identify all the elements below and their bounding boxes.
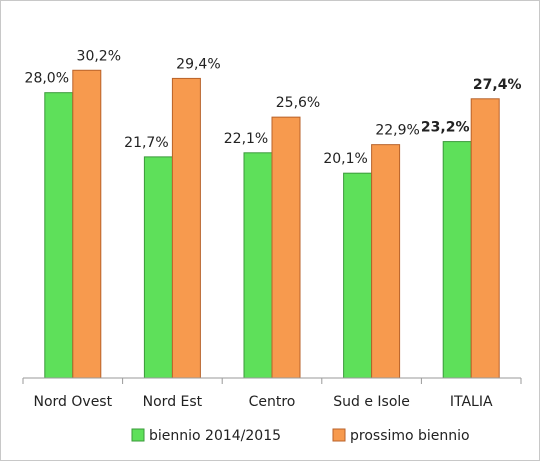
bar-centro-biennio-2014-2015 [243,152,273,379]
category-label-sud-e-isole: Sud e Isole [333,394,410,410]
value-label-italia-prossimo-biennio: 27,4% [473,77,522,93]
bar-italia-biennio-2014-2015 [442,141,472,379]
value-label-sud-e-isole-biennio-2014-2015: 20,1% [323,151,367,167]
legend: biennio 2014/2015 prossimo biennio [131,428,470,444]
value-label-centro-biennio-2014-2015: 22,1% [224,131,268,147]
category-label-nord-ovest: Nord Ovest [34,394,113,410]
bar-nord-ovest-prossimo-biennio [72,69,102,379]
value-label-nord-ovest-biennio-2014-2015: 28,0% [25,71,69,87]
bars-group [44,69,500,379]
value-label-italia-biennio-2014-2015: 23,2% [421,120,470,136]
value-label-nord-est-biennio-2014-2015: 21,7% [124,135,168,151]
category-labels-group: Nord Ovest Nord Est Centro Sud e Isole ITALI… [34,394,493,410]
bar-italia-prossimo-biennio [470,98,500,379]
bar-sud-e-isole-prossimo-biennio [371,144,401,379]
value-label-nord-ovest-prossimo-biennio: 30,2% [77,48,121,64]
value-labels-group: 28,0% 30,2% 21,7% 29,4% 22,1% 25,6% 20,1% 22,9%… [25,48,522,167]
bar-nord-est-biennio-2014-2015 [143,156,173,379]
bar-nord-ovest-biennio-2014-2015 [44,92,74,379]
legend-label-biennio-2014-2015: biennio 2014/2015 [149,428,281,444]
legend-swatch-biennio-2014-2015 [131,428,145,442]
legend-swatch-prossimo-biennio [332,428,346,442]
x-axis-ticks-group [22,378,522,384]
bar-sud-e-isole-biennio-2014-2015 [343,172,373,379]
category-label-italia: ITALIA [450,394,493,410]
bar-nord-est-prossimo-biennio [171,77,201,379]
value-label-nord-est-prossimo-biennio: 29,4% [176,56,220,72]
category-label-nord-est: Nord Est [143,394,203,410]
bar-centro-prossimo-biennio [271,116,301,379]
value-label-centro-prossimo-biennio: 25,6% [276,95,320,111]
legend-label-prossimo-biennio: prossimo biennio [350,428,470,444]
category-label-centro: Centro [249,394,296,410]
value-label-sud-e-isole-prossimo-biennio: 22,9% [375,123,419,139]
